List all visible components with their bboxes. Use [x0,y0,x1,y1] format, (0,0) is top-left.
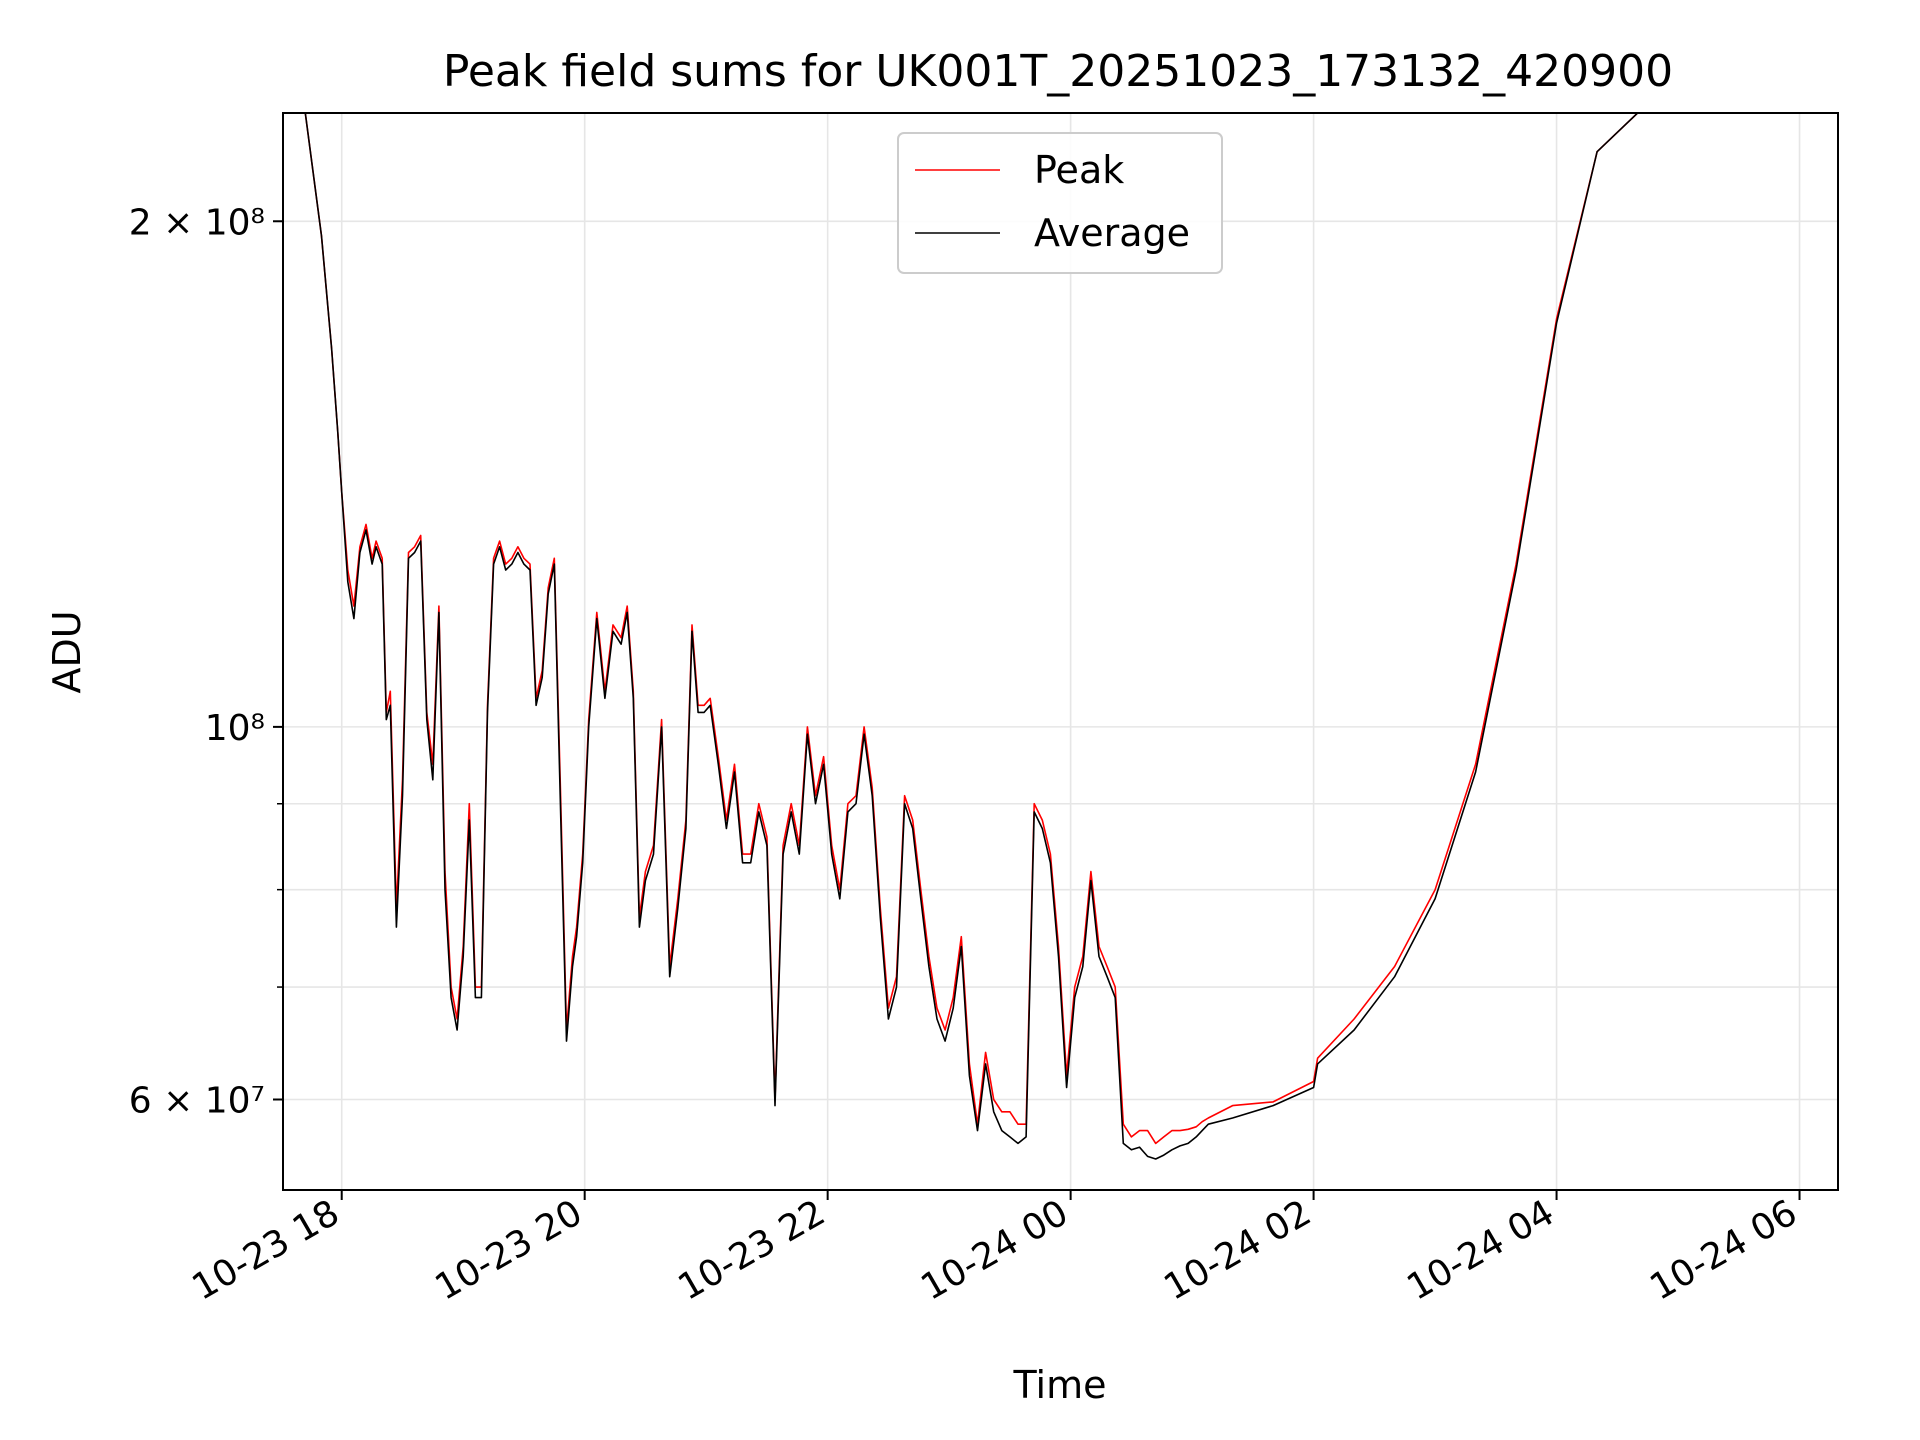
plot-area [283,113,1639,1160]
x-axis-label: Time [1013,1363,1107,1407]
y-axis-label: ADU [45,610,89,693]
y-tick-label: 2 × 10⁸ [129,202,265,243]
chart-title: Peak field sums for UK001T_20251023_1731… [443,46,1673,97]
legend-label-peak: Peak [1034,148,1124,192]
legend-box [897,132,1223,274]
plot-frame [282,112,1839,1191]
legend-label-average: Average [1034,211,1190,255]
legend: Peak Average [897,132,1223,274]
y-axis: 6 × 10⁷ 10⁸ 2 × 10⁸ [129,202,283,1122]
y-tick-label: 10⁸ [205,708,265,749]
series-line-average [283,113,1639,1160]
y-tick-label: 6 × 10⁷ [129,1081,265,1122]
